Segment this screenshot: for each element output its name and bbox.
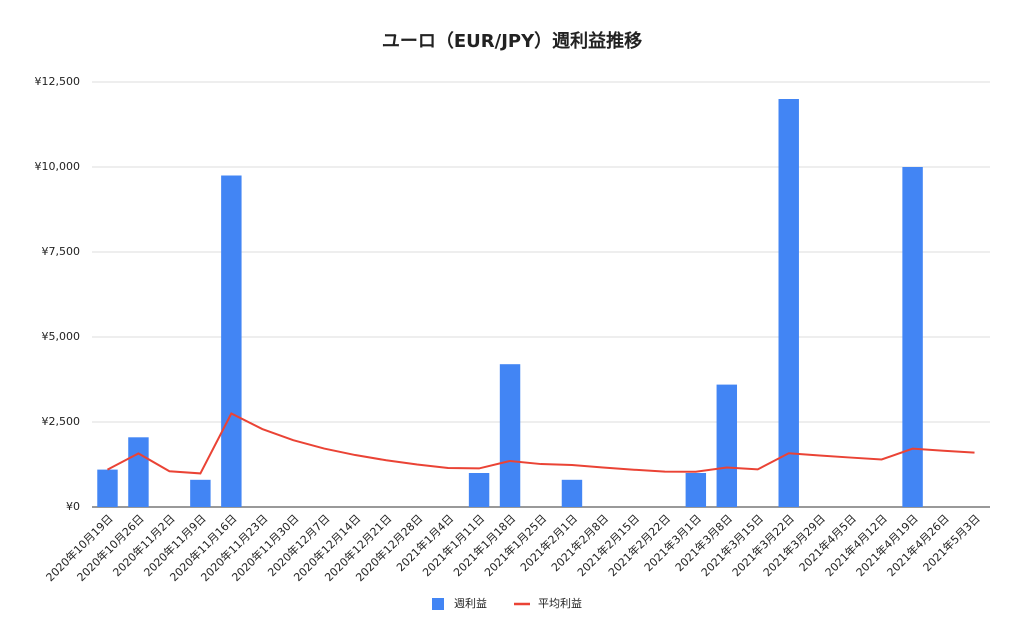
bar [221,175,242,507]
bar [561,479,583,507]
bar [499,364,521,507]
bar [778,99,799,507]
legend-label: 平均利益 [538,596,582,610]
y-tick-label: ¥12,500 [35,75,81,88]
bar [97,469,118,507]
chart-title: ユーロ（EUR/JPY）週利益推移 [382,30,642,52]
bar [685,473,707,507]
y-tick-label: ¥5,000 [42,330,81,343]
legend-label: 週利益 [454,596,487,610]
line [107,412,975,475]
bar [468,473,490,507]
bar [716,384,738,507]
y-tick-label: ¥0 [66,500,80,513]
bar [902,167,923,507]
legend-swatch [432,598,444,610]
y-tick-label: ¥10,000 [35,160,81,173]
bar [190,479,211,507]
y-tick-label: ¥2,500 [42,415,81,428]
y-tick-label: ¥7,500 [42,245,81,258]
bar [128,437,149,507]
